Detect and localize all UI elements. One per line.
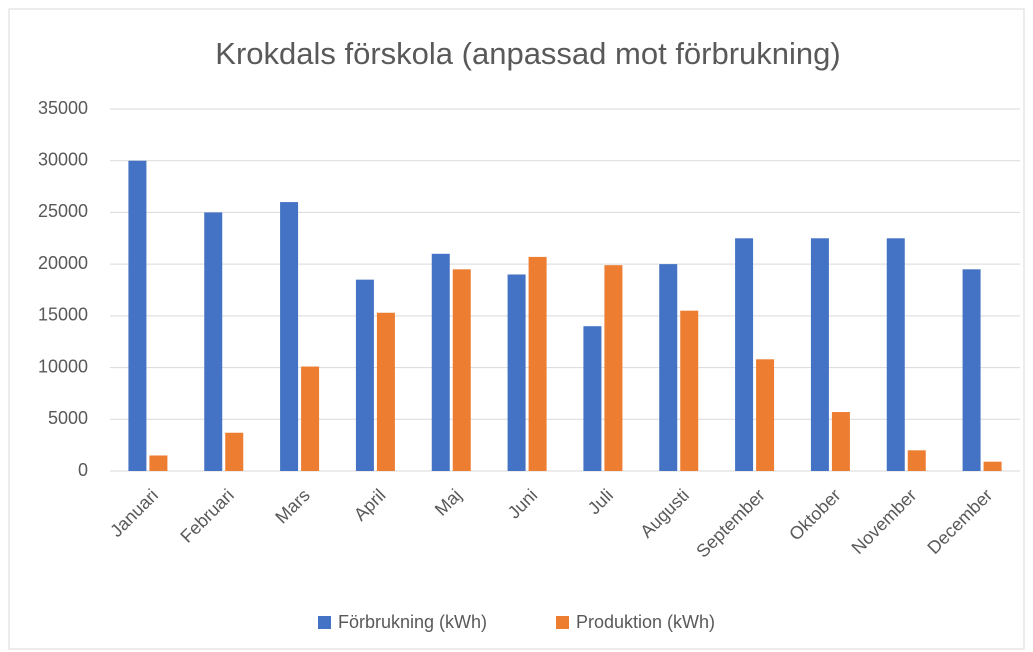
- legend-label: Produktion (kWh): [576, 612, 715, 632]
- bar: [659, 264, 678, 471]
- bar: [528, 256, 547, 471]
- bar: [280, 202, 299, 472]
- bar: [756, 359, 775, 471]
- bar: [907, 450, 926, 471]
- legend-swatch: [556, 616, 569, 629]
- bar: [983, 461, 1002, 471]
- bar: [831, 412, 850, 471]
- bar: [810, 238, 829, 471]
- y-tick-label: 35000: [38, 98, 88, 118]
- bar: [735, 238, 754, 471]
- bar: [962, 269, 981, 471]
- bar: [376, 312, 395, 471]
- y-tick-label: 0: [78, 460, 88, 480]
- y-tick-label: 5000: [48, 408, 88, 428]
- bar: [583, 326, 602, 471]
- legend-swatch: [318, 616, 331, 629]
- bar: [204, 212, 223, 471]
- y-tick-label: 10000: [38, 356, 88, 376]
- chart-title: Krokdals förskola (anpassad mot förbrukn…: [215, 36, 840, 71]
- bar: [604, 265, 623, 471]
- y-tick-label: 20000: [38, 253, 88, 273]
- bar: [128, 160, 147, 471]
- y-tick-label: 30000: [38, 149, 88, 169]
- y-tick-label: 25000: [38, 201, 88, 221]
- bar: [225, 432, 244, 471]
- bar: [431, 253, 450, 471]
- bar: [452, 269, 471, 471]
- bar: [149, 455, 168, 471]
- bar: [355, 279, 374, 471]
- bar: [886, 238, 905, 471]
- bar: [301, 366, 320, 471]
- y-tick-label: 15000: [38, 305, 88, 325]
- bar: [680, 310, 699, 471]
- bar: [507, 274, 526, 471]
- legend-label: Förbrukning (kWh): [338, 612, 487, 632]
